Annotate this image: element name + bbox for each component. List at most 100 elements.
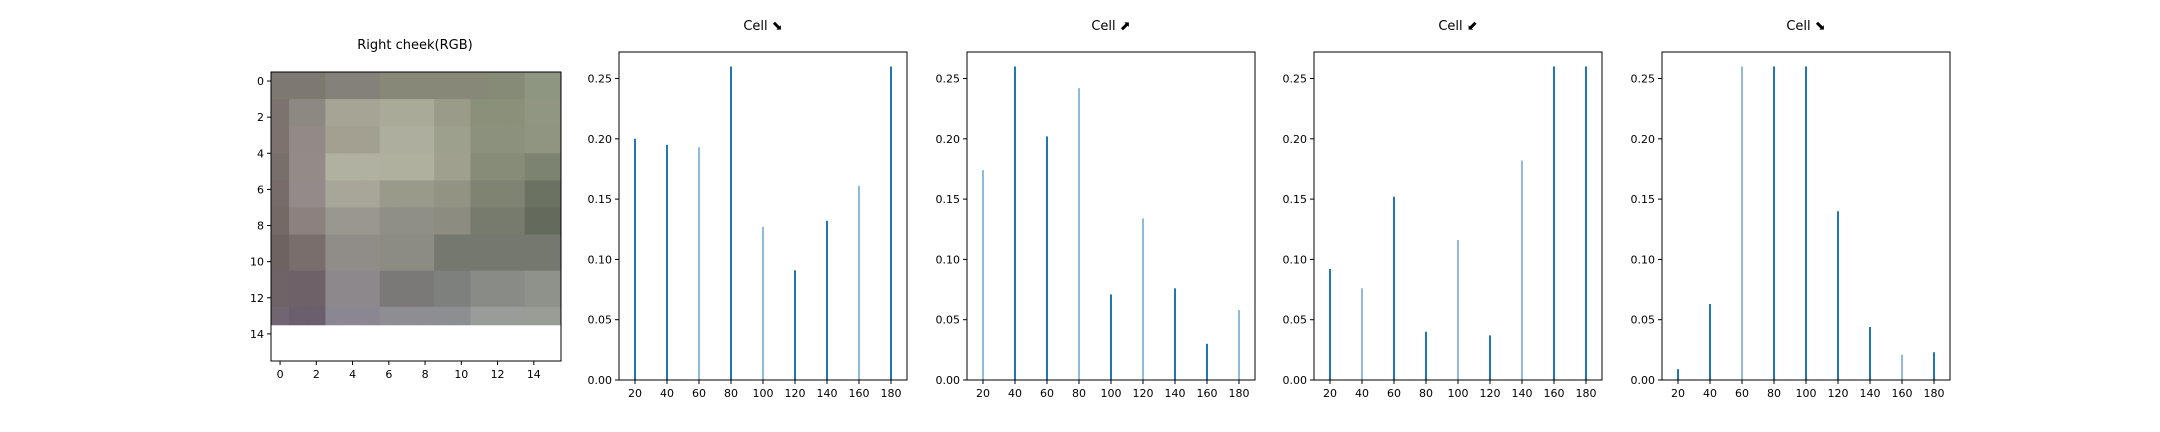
heatmap-panel: Right cheek(RGB) 0 2 4 6 8 10 12 14 0 2 4 6 8 10 12 14 xyxy=(250,38,562,381)
histogram-3-x-tick-label: 160 xyxy=(1544,387,1565,400)
histogram-4-title: Cell ⬊ xyxy=(1786,19,1825,34)
histogram-2-bar xyxy=(1046,136,1048,380)
heatmap-cell xyxy=(488,180,508,208)
heatmap-cell xyxy=(470,270,489,308)
heatmap-cell xyxy=(542,234,562,272)
heatmap-cell xyxy=(397,207,417,235)
heatmap-cell xyxy=(343,234,363,272)
heatmap-cell xyxy=(542,270,562,308)
histogram-3-bar xyxy=(1329,269,1331,380)
heatmap-cell xyxy=(361,180,381,208)
heatmap-cell xyxy=(434,72,453,100)
heatmap-cell xyxy=(506,234,526,272)
histogram-2-bar xyxy=(1110,294,1112,380)
heatmap-x-tick-label: 4 xyxy=(349,368,356,381)
histogram-2-bar xyxy=(1238,310,1240,380)
histogram-3-ticks: 20 40 60 80 100 120 140 160 180 0.00 0.05 0.10 0.15 0… xyxy=(1283,73,1597,400)
histogram-panel-2: Cell ⬈ 20 40 60 80 100 120 140 160 180 0.00 0.05 0.… xyxy=(936,19,1256,400)
heatmap-cell xyxy=(271,153,290,181)
histogram-4-x-tick-label: 140 xyxy=(1860,387,1881,400)
heatmap-cell xyxy=(289,72,308,100)
heatmap-cell xyxy=(271,72,290,100)
heatmap-cell xyxy=(343,72,363,100)
heatmap-ticks: 0 2 4 6 8 10 12 14 0 2 4 6 8 10 12 14 xyxy=(250,75,541,381)
histogram-3-x-tick-label: 80 xyxy=(1419,387,1433,400)
heatmap-cell xyxy=(343,207,363,235)
histogram-4-x-tick-label: 100 xyxy=(1796,387,1817,400)
histogram-2-x-tick-label: 60 xyxy=(1040,387,1054,400)
histogram-4-x-tick-label: 20 xyxy=(1671,387,1685,400)
histogram-4-y-tick-label: 0.20 xyxy=(1631,133,1656,146)
histogram-2-y-tick-label: 0.05 xyxy=(936,314,961,327)
heatmap-cell xyxy=(452,153,471,181)
heatmap-cell xyxy=(524,180,544,208)
histogram-4-bar xyxy=(1773,66,1775,380)
heatmap-cell xyxy=(416,99,435,127)
heatmap-cell xyxy=(470,180,489,208)
heatmap-cell xyxy=(271,306,290,326)
heatmap-cell xyxy=(361,207,381,235)
heatmap-cell xyxy=(452,180,471,208)
heatmap-cell xyxy=(488,207,508,235)
heatmap-cell xyxy=(325,180,344,208)
heatmap-cell xyxy=(379,126,399,154)
histogram-3-x-tick-label: 20 xyxy=(1323,387,1337,400)
histogram-2-y-tick-label: 0.15 xyxy=(936,193,961,206)
histogram-3-y-tick-label: 0.00 xyxy=(1283,374,1308,387)
histogram-1-x-tick-label: 40 xyxy=(660,387,674,400)
histogram-4-y-tick-label: 0.00 xyxy=(1631,374,1656,387)
heatmap-cell xyxy=(470,126,489,154)
heatmap-cell xyxy=(307,153,326,181)
histogram-panel-1: Cell ⬊ 20 40 60 80 100 120 140 160 180 0.00 0.05 0.… xyxy=(588,19,908,400)
heatmap-cell xyxy=(434,207,453,235)
histogram-2-bars xyxy=(982,66,1240,381)
histogram-4-ticks: 20 40 60 80 100 120 140 160 180 0.00 0.05 0.10 0.15 0… xyxy=(1631,73,1945,400)
histogram-1-bar xyxy=(890,66,892,380)
heatmap-cell xyxy=(470,207,489,235)
heatmap-cell xyxy=(361,126,381,154)
heatmap-cell xyxy=(379,306,399,326)
histogram-3-bar xyxy=(1361,288,1363,380)
histogram-1-bars xyxy=(634,66,892,380)
heatmap-cell xyxy=(325,207,344,235)
heatmap-cell xyxy=(506,180,526,208)
heatmap-cell xyxy=(343,153,363,181)
heatmap-x-tick-label: 10 xyxy=(454,368,468,381)
heatmap-cell xyxy=(307,180,326,208)
heatmap-cell xyxy=(397,180,417,208)
histogram-1-bar xyxy=(634,138,636,380)
histogram-3-bar xyxy=(1393,196,1395,380)
heatmap-cell xyxy=(488,234,508,272)
histogram-2-bar xyxy=(1014,66,1016,380)
heatmap-cell xyxy=(488,153,508,181)
heatmap-cell xyxy=(524,234,544,272)
histogram-2-bar xyxy=(1142,218,1144,380)
heatmap-cell xyxy=(416,153,435,181)
heatmap-cell xyxy=(271,207,290,235)
histogram-4-bar xyxy=(1709,304,1711,380)
heatmap-cell xyxy=(343,306,363,326)
heatmap-x-tick-label: 14 xyxy=(527,368,541,381)
heatmap-cell xyxy=(271,270,290,308)
histogram-1-x-tick-label: 20 xyxy=(628,387,642,400)
heatmap-cell xyxy=(470,306,489,326)
heatmap-x-tick-label: 12 xyxy=(491,368,505,381)
histogram-1-x-tick-label: 140 xyxy=(817,387,838,400)
heatmap-cell xyxy=(307,207,326,235)
histogram-3-bar xyxy=(1425,331,1427,380)
histogram-2-x-tick-label: 100 xyxy=(1101,387,1122,400)
heatmap-cell xyxy=(506,99,526,127)
heatmap-cell xyxy=(307,306,326,326)
heatmap-cell xyxy=(506,207,526,235)
heatmap-cell xyxy=(361,99,381,127)
heatmap-cell xyxy=(488,270,508,308)
heatmap-cell xyxy=(506,306,526,326)
heatmap-cell xyxy=(289,234,308,272)
histogram-1-ticks: 20 40 60 80 100 120 140 160 180 0.00 0.05 0.10 0.15 0… xyxy=(588,73,902,400)
histogram-panel-3: Cell ⬋ 20 40 60 80 100 120 140 160 180 0.00 0.05 0.… xyxy=(1283,19,1603,400)
heatmap-cell xyxy=(307,72,326,100)
histogram-2-x-tick-label: 120 xyxy=(1133,387,1154,400)
heatmap-cell xyxy=(524,72,544,100)
heatmap-cell xyxy=(470,234,489,272)
histogram-3-bar xyxy=(1553,66,1555,380)
